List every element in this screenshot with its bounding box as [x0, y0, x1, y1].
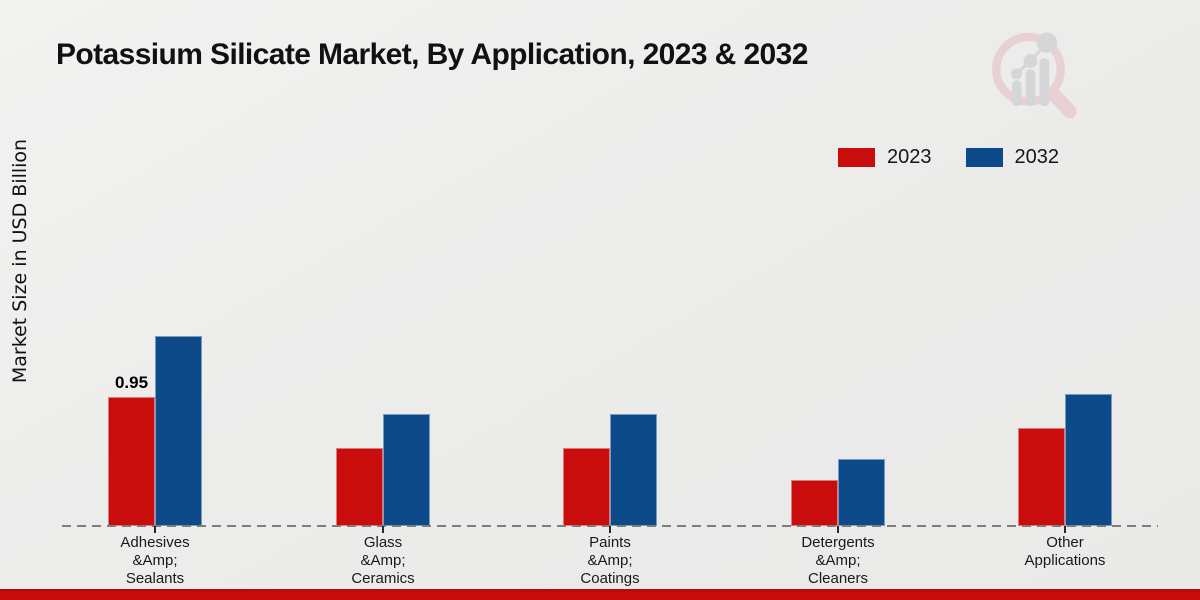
bar-2023-category-2	[563, 448, 610, 526]
legend-swatch-2023	[838, 148, 875, 167]
x-axis-category-label: Other Applications	[1024, 534, 1106, 569]
bar-value-label: 0.95	[114, 373, 149, 392]
chart-title: Potassium Silicate Market, By Applicatio…	[56, 38, 808, 71]
legend-label-2023: 2023	[887, 146, 932, 168]
legend-swatch-2032	[965, 148, 1003, 167]
bar-2023-category-1	[336, 448, 383, 526]
legend-item-2032: 2032	[965, 146, 1060, 169]
x-axis-category-label: Detergents &Amp; Cleaners	[801, 534, 875, 587]
bar-2032-category-1	[383, 414, 430, 526]
bar-2032-category-2	[610, 414, 657, 526]
x-axis-tick	[382, 526, 384, 533]
bar-2023-category-3	[791, 480, 838, 526]
bar-2032-category-0	[155, 336, 202, 526]
bar-2032-category-4	[1065, 394, 1112, 526]
x-axis-tick	[1064, 526, 1066, 533]
magnifier-bar-chart-logo	[992, 32, 1077, 118]
legend-item-2023: 2023	[838, 146, 932, 169]
x-axis-category-label: Adhesives &Amp; Sealants	[120, 534, 190, 587]
x-axis-tick	[154, 526, 156, 533]
bar-2023-category-0	[108, 397, 155, 526]
x-axis-category-label: Glass &Amp; Ceramics	[351, 534, 415, 587]
bar-2023-category-4	[1018, 428, 1065, 526]
footer-accent-bar	[0, 589, 1200, 600]
bar-2032-category-3	[838, 459, 885, 526]
x-axis-category-label: Paints &Amp; Coatings	[580, 534, 640, 587]
x-axis-tick	[609, 526, 611, 533]
legend-label-2032: 2032	[1014, 146, 1060, 168]
legend: 2023 2032	[838, 146, 1059, 169]
x-axis-tick	[837, 526, 839, 533]
